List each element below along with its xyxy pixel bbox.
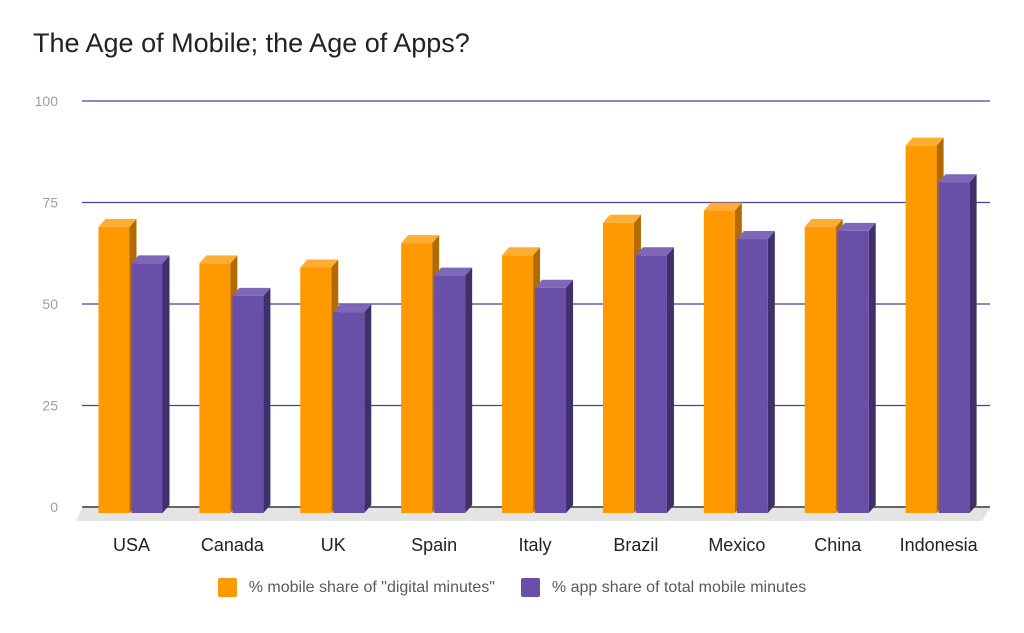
bar[interactable] [703, 202, 742, 513]
bar[interactable] [434, 267, 473, 513]
bar-front [535, 287, 567, 513]
bar-side [969, 174, 977, 513]
bar[interactable] [502, 247, 541, 513]
bar-front [232, 295, 264, 513]
bar-side [465, 267, 473, 513]
y-tick-label: 100 [35, 93, 59, 109]
legend-swatch-orange [217, 578, 237, 597]
bar[interactable] [905, 137, 944, 513]
bar-front [434, 275, 466, 513]
legend-label-app-share: % app share of total mobile minutes [551, 578, 807, 596]
bar-top [736, 231, 775, 240]
bar-top [635, 247, 674, 256]
y-tick-label: 25 [42, 398, 58, 414]
bar-top [131, 255, 170, 264]
bar-front [703, 210, 735, 513]
bar-front [300, 267, 332, 513]
x-tick-label: Canada [201, 535, 265, 555]
x-tick-label: Mexico [708, 535, 765, 555]
bar-front [333, 312, 365, 513]
bar-side [566, 279, 574, 513]
y-tick-label: 50 [42, 296, 58, 312]
bar-side [767, 231, 775, 514]
bar-front [736, 239, 768, 514]
bar-side [364, 304, 372, 513]
bar[interactable] [804, 218, 843, 514]
x-tick-label: Spain [411, 535, 457, 555]
bar-side [868, 222, 876, 514]
bar-top [703, 202, 742, 211]
x-tick-label: UK [321, 535, 346, 555]
legend-label-mobile-share: % mobile share of "digital minutes" [248, 578, 495, 596]
bar-top [804, 218, 843, 227]
bar-top [232, 287, 271, 296]
bar[interactable] [837, 222, 876, 514]
bar-side [666, 247, 674, 513]
bar-top [434, 267, 473, 276]
bar[interactable] [736, 231, 775, 514]
bar-top [535, 279, 574, 288]
bar-top [401, 235, 440, 244]
bar-front [502, 255, 534, 513]
bar-front [804, 226, 836, 514]
bar-top [602, 214, 641, 223]
legend-item-app-share[interactable]: % app share of total mobile minutes [520, 578, 807, 597]
bar[interactable] [232, 287, 271, 513]
bar[interactable] [131, 255, 170, 513]
chart-title: The Age of Mobile; the Age of Apps? [33, 28, 470, 58]
bar[interactable] [199, 255, 238, 513]
bar-front [635, 255, 667, 513]
bar[interactable] [535, 279, 574, 513]
legend-swatch-purple [520, 578, 540, 597]
bar[interactable] [333, 304, 372, 513]
bar[interactable] [300, 259, 339, 513]
bar[interactable] [401, 235, 440, 513]
bar-front [131, 263, 163, 513]
bar-top [502, 247, 541, 256]
bar[interactable] [938, 174, 977, 513]
bar-front [401, 243, 433, 513]
bar-side [162, 255, 170, 513]
x-tick-label: Brazil [613, 535, 658, 555]
x-tick-label: China [814, 535, 862, 555]
bar-front [905, 145, 937, 513]
bar-front [98, 226, 130, 514]
bar[interactable] [635, 247, 674, 513]
bar-front [602, 222, 634, 514]
bar-front [837, 230, 869, 514]
bar-top [300, 259, 339, 268]
bar-top [199, 255, 238, 264]
bar[interactable] [98, 218, 137, 514]
bar-side [263, 287, 271, 513]
x-tick-label: Italy [519, 535, 552, 555]
y-tick-label: 75 [42, 195, 58, 211]
bar-top [837, 222, 876, 231]
bar-top [905, 137, 944, 146]
bar-front [199, 263, 231, 513]
bar[interactable] [602, 214, 641, 514]
bar-top [333, 304, 372, 313]
legend: % mobile share of "digital minutes" % ap… [0, 578, 1024, 597]
legend-item-mobile-share[interactable]: % mobile share of "digital minutes" [217, 578, 495, 597]
x-tick-label: Indonesia [900, 535, 979, 555]
y-tick-label: 0 [50, 499, 58, 515]
x-tick-label: USA [113, 535, 150, 555]
bar-top [98, 218, 137, 227]
bar-front [938, 182, 970, 513]
bar-top [938, 174, 977, 183]
